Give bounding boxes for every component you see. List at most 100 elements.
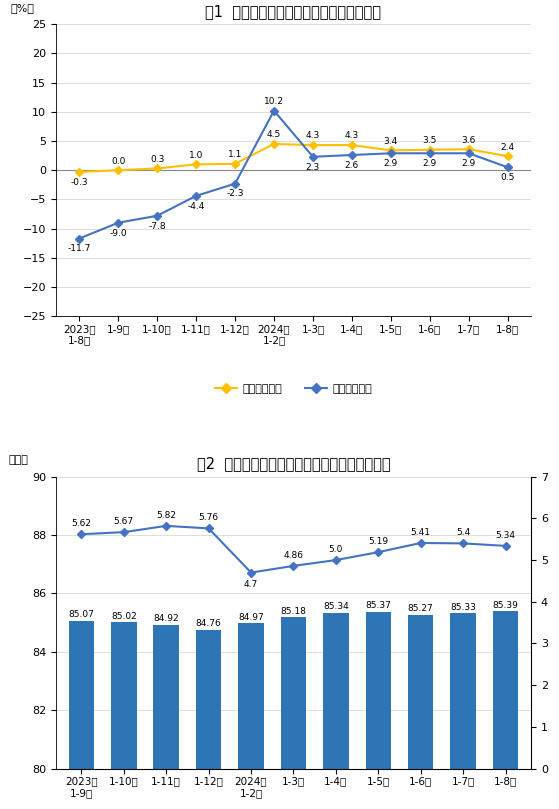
- 营业收入利润率: [248, 568, 254, 578]
- Text: 84.76: 84.76: [196, 619, 221, 628]
- 营业收入增速: [231, 159, 238, 168]
- Text: 85.33: 85.33: [450, 603, 476, 612]
- Text: 85.37: 85.37: [366, 601, 391, 610]
- Bar: [69, 621, 94, 769]
- 利润总额增速: [466, 148, 472, 158]
- Text: 4.3: 4.3: [345, 131, 359, 141]
- Text: 2.4: 2.4: [501, 142, 515, 151]
- Text: 85.34: 85.34: [323, 602, 349, 612]
- Title: 图1  各月累计营业收入与利润总额同比增速: 图1 各月累计营业收入与利润总额同比增速: [206, 4, 381, 19]
- Text: 84.97: 84.97: [238, 613, 264, 622]
- 利润总额增速: [271, 106, 277, 116]
- Text: 85.27: 85.27: [408, 604, 434, 613]
- Legend: 营业收入增速, 利润总额增速: 营业收入增速, 利润总额增速: [210, 379, 377, 398]
- Text: 5.41: 5.41: [411, 527, 431, 536]
- 利润总额增速: [76, 234, 83, 244]
- 营业收入增速: [349, 140, 356, 150]
- Bar: [238, 624, 264, 769]
- Bar: [408, 615, 433, 769]
- 营业收入增速: [193, 159, 200, 169]
- Bar: [323, 612, 349, 769]
- Text: 5.62: 5.62: [72, 519, 91, 528]
- Line: 利润总额增速: 利润总额增速: [77, 108, 510, 241]
- Text: -0.3: -0.3: [70, 178, 88, 187]
- Bar: [154, 625, 179, 769]
- 营业收入增速: [310, 140, 316, 150]
- 利润总额增速: [310, 152, 316, 162]
- Text: 0.3: 0.3: [150, 155, 164, 163]
- Text: 85.07: 85.07: [68, 610, 94, 619]
- Line: 营业收入增速: 营业收入增速: [77, 141, 510, 175]
- 利润总额增速: [427, 148, 433, 158]
- Bar: [196, 629, 221, 769]
- Text: 2.9: 2.9: [462, 159, 476, 168]
- 利润总额增速: [193, 191, 200, 201]
- Text: 10.2: 10.2: [264, 97, 284, 106]
- Text: （%）: （%）: [11, 2, 35, 13]
- Text: -9.0: -9.0: [110, 229, 127, 238]
- 营业收入增速: [466, 144, 472, 154]
- Text: 1.0: 1.0: [189, 150, 203, 159]
- Title: 图2  各月累计利润率与每百元营业收入中的成本: 图2 各月累计利润率与每百元营业收入中的成本: [197, 456, 390, 472]
- 利润总额增速: [115, 218, 121, 227]
- Text: 2.9: 2.9: [383, 159, 398, 168]
- Text: 85.18: 85.18: [281, 607, 306, 616]
- Text: 4.7: 4.7: [244, 580, 258, 589]
- Text: 0.5: 0.5: [500, 173, 515, 182]
- Text: 5.76: 5.76: [198, 513, 219, 522]
- Text: 0.0: 0.0: [111, 156, 125, 166]
- Text: 4.3: 4.3: [306, 131, 320, 141]
- 营业收入增速: [115, 165, 121, 175]
- Text: 2.6: 2.6: [345, 161, 359, 170]
- Bar: [111, 622, 136, 769]
- Text: 3.5: 3.5: [423, 136, 437, 145]
- 营业收入增速: [76, 167, 83, 177]
- Text: 2.3: 2.3: [306, 163, 320, 172]
- Text: 85.02: 85.02: [111, 612, 136, 621]
- Text: （元）: （元）: [8, 455, 29, 465]
- 利润总额增速: [504, 163, 511, 172]
- 营业收入增速: [387, 146, 394, 155]
- 利润总额增速: [231, 179, 238, 188]
- 营业收入利润率: [78, 529, 85, 539]
- 利润总额增速: [349, 150, 356, 160]
- Text: 84.92: 84.92: [153, 615, 179, 624]
- Text: 3.6: 3.6: [462, 136, 476, 145]
- 营业收入增速: [427, 145, 433, 155]
- Bar: [366, 612, 391, 769]
- Text: -4.4: -4.4: [187, 201, 205, 210]
- Text: 1.1: 1.1: [228, 150, 242, 159]
- 利润总额增速: [154, 211, 160, 221]
- 营业收入利润率: [120, 527, 127, 537]
- Text: 85.39: 85.39: [492, 601, 519, 610]
- Text: 5.19: 5.19: [368, 537, 389, 546]
- Text: 5.82: 5.82: [156, 510, 176, 519]
- Bar: [493, 612, 518, 769]
- Bar: [451, 613, 476, 769]
- 营业收入利润率: [418, 538, 424, 548]
- Text: 5.34: 5.34: [496, 531, 515, 540]
- 营业收入增速: [154, 163, 160, 173]
- 营业收入增速: [504, 151, 511, 161]
- Text: 4.5: 4.5: [267, 130, 281, 139]
- 营业收入利润率: [333, 555, 339, 565]
- Text: 5.0: 5.0: [329, 544, 343, 554]
- 利润总额增速: [387, 148, 394, 158]
- Text: 5.67: 5.67: [113, 517, 134, 526]
- 营业收入利润率: [290, 561, 297, 571]
- Text: 3.4: 3.4: [383, 137, 398, 146]
- 营业收入利润率: [163, 521, 169, 531]
- 营业收入利润率: [205, 523, 212, 533]
- Text: -7.8: -7.8: [148, 222, 166, 231]
- Text: 4.86: 4.86: [283, 551, 304, 560]
- Text: 5.4: 5.4: [456, 528, 470, 537]
- Bar: [281, 617, 306, 769]
- 营业收入利润率: [460, 539, 467, 549]
- 营业收入利润率: [375, 548, 382, 557]
- Text: -2.3: -2.3: [226, 189, 244, 198]
- Text: -11.7: -11.7: [68, 244, 91, 253]
- Line: 营业收入利润率: 营业收入利润率: [79, 523, 508, 575]
- 营业收入增速: [271, 139, 277, 149]
- 营业收入利润率: [502, 541, 509, 551]
- Text: 2.9: 2.9: [423, 159, 437, 168]
